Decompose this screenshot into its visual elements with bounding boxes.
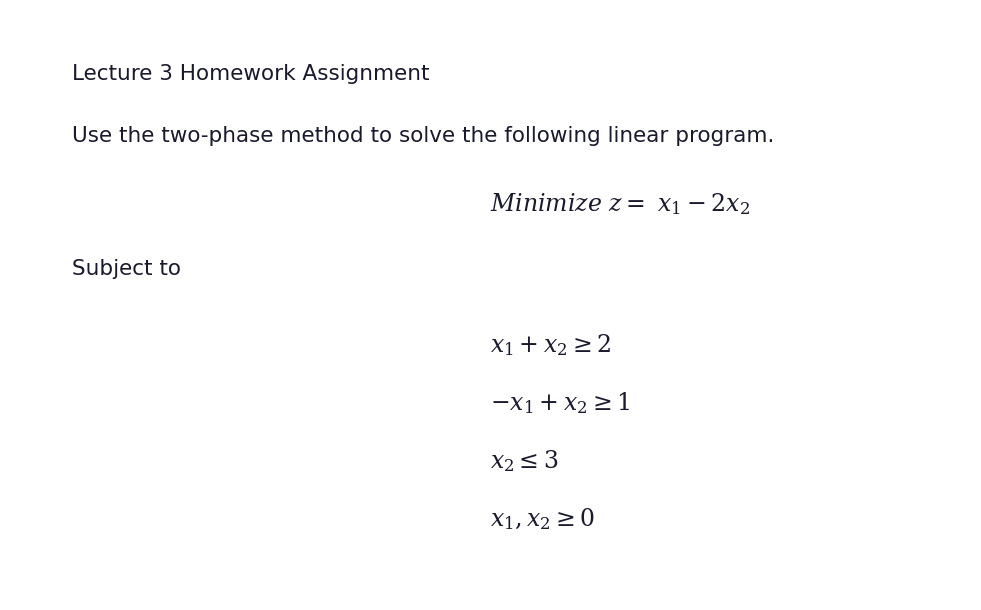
Text: Lecture 3 Homework Assignment: Lecture 3 Homework Assignment [72,64,429,84]
Text: $-x_1 + x_2 \geq 1$: $-x_1 + x_2 \geq 1$ [490,390,631,416]
Text: $x_1,x_2 \geq 0$: $x_1,x_2 \geq 0$ [490,506,595,532]
Text: $\mathit{Minimize}\ z = \ x_1 - 2x_2$: $\mathit{Minimize}\ z = \ x_1 - 2x_2$ [490,192,750,217]
Text: Use the two-phase method to solve the following linear program.: Use the two-phase method to solve the fo… [72,126,774,146]
Text: $x_2 \leq 3$: $x_2 \leq 3$ [490,448,559,474]
Text: $x_1 + x_2 \geq 2$: $x_1 + x_2 \geq 2$ [490,332,612,358]
Text: Subject to: Subject to [72,259,181,279]
